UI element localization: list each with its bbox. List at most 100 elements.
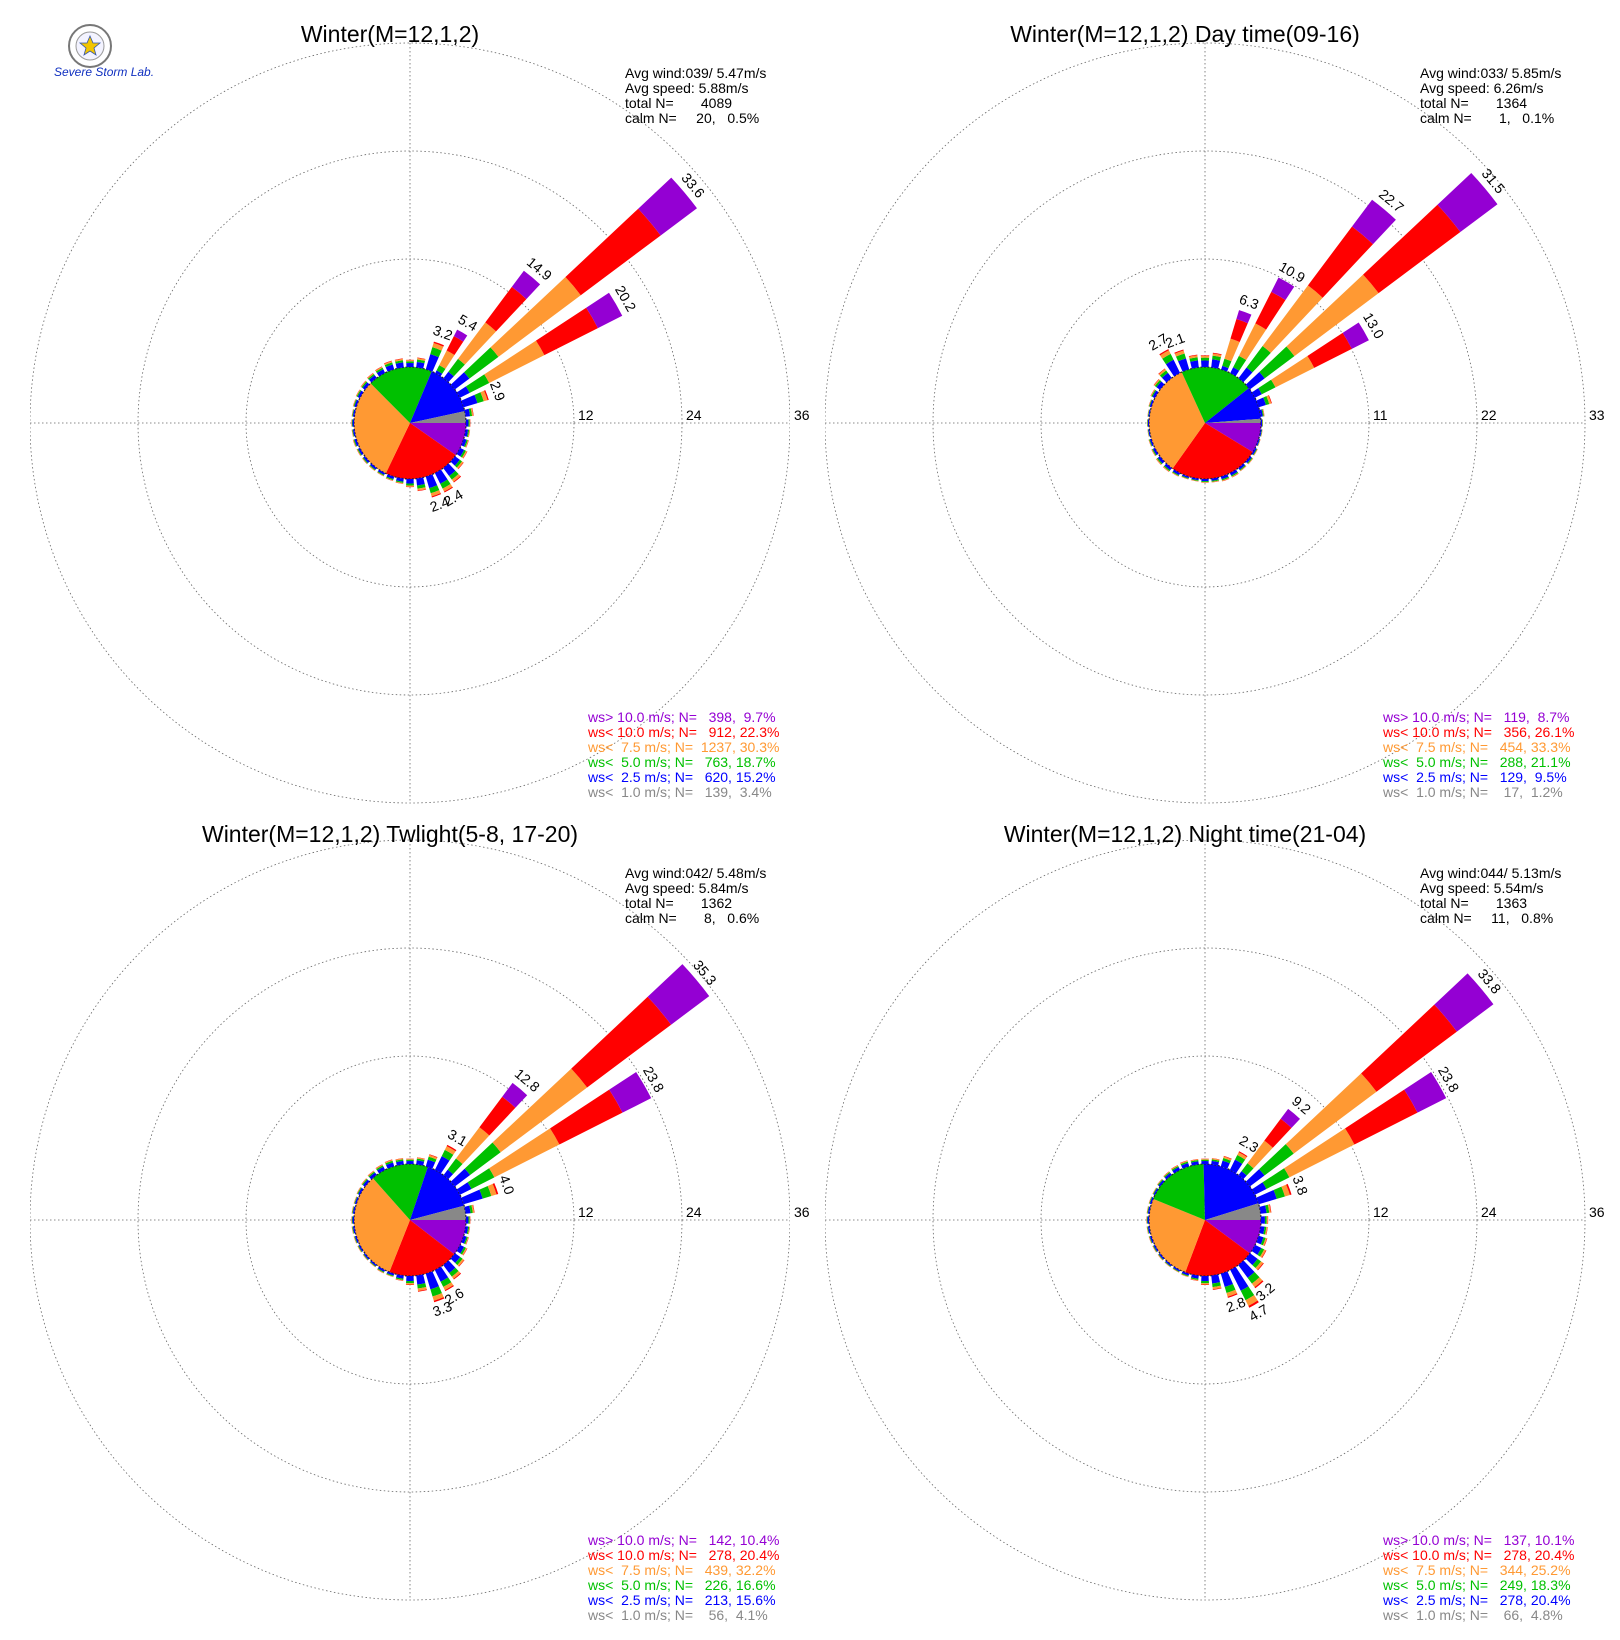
ring-label: 11: [1373, 407, 1388, 423]
direction-bar-segment: [461, 1235, 467, 1244]
pie-slice: [1205, 388, 1261, 423]
direction-bar-segment: [360, 380, 367, 388]
direction-bar-segment: [356, 390, 362, 397]
direction-bar-segment: [406, 1158, 414, 1160]
direction-bar-segment: [1171, 1165, 1179, 1171]
wind-rose-panel: 11 22 332.72.16.310.922.731.513.0Winter(M=…: [825, 21, 1605, 804]
direction-bar-segment: [1222, 358, 1232, 369]
direction-bar-segment: [571, 996, 672, 1088]
direction-bar-segment: [385, 1160, 394, 1166]
legend-entry: ws< 5.0 m/s; N= 226, 16.6%: [587, 1577, 776, 1593]
lab-logo-text: Severe Storm Lab.: [54, 65, 154, 79]
direction-bar-segment: [406, 1161, 414, 1165]
direction-bar-segment: [434, 1156, 450, 1174]
direction-bar-segment: [1181, 475, 1189, 479]
direction-bar-segment: [369, 464, 376, 471]
direction-bar-segment: [1247, 458, 1254, 465]
direction-bar-segment: [1147, 409, 1150, 417]
direction-bar-segment: [464, 1142, 501, 1176]
direction-bar-segment: [460, 1246, 466, 1255]
legend-entry: ws< 1.0 m/s; N= 66, 4.8%: [1382, 1607, 1563, 1623]
direction-bar-segment: [1361, 1004, 1457, 1092]
direction-bar-segment: [1158, 368, 1167, 376]
direction-bar-segment: [360, 380, 366, 387]
direction-bar-segment: [351, 1226, 354, 1234]
direction-bar-segment: [1200, 357, 1210, 361]
direction-bar-segment: [1238, 1171, 1247, 1180]
direction-bar-segment: [1251, 1244, 1262, 1255]
direction-bar-segment: [1221, 476, 1229, 481]
direction-bar-segment: [1148, 399, 1152, 407]
direction-bar-segment: [353, 439, 357, 447]
direction-bar-segment: [406, 485, 414, 487]
direction-bar-segment: [458, 322, 497, 365]
direction-bar-segment: [1264, 1238, 1268, 1247]
direction-bar-segment: [351, 429, 354, 437]
direction-bar-segment: [417, 484, 426, 489]
pie-slice: [372, 1164, 428, 1220]
pie-slice: [1181, 367, 1249, 423]
direction-bar-segment: [458, 1259, 465, 1267]
legend-entry: ws< 1.0 m/s; N= 56, 4.1%: [587, 1607, 768, 1623]
direction-bar-segment: [1158, 368, 1166, 375]
direction-bar-segment: [1201, 1275, 1209, 1281]
direction-bar-segment: [1227, 1293, 1238, 1298]
direction-bar-segment: [384, 1159, 393, 1164]
direction-bar-segment: [352, 439, 357, 447]
direction-bar-segment: [352, 409, 355, 417]
direction-bar-segment: [1152, 1187, 1157, 1195]
direction-bar-segment: [357, 1245, 363, 1253]
direction-bar-segment: [429, 1154, 438, 1158]
direction-bar-segment: [1259, 346, 1295, 379]
direction-bar-segment: [1261, 409, 1264, 417]
direction-bar-segment: [368, 466, 375, 471]
direction-bar-segment: [443, 463, 456, 477]
direction-bar-segment: [1149, 1235, 1154, 1244]
direction-bar-segment: [1191, 479, 1199, 482]
direction-bar-segment: [1146, 1216, 1148, 1224]
direction-bar-segment: [416, 477, 425, 486]
direction-bar-segment: [1146, 1226, 1149, 1234]
direction-bar-segment: [1240, 1286, 1255, 1301]
direction-bar-segment: [1363, 204, 1461, 294]
wind-rose-panel: 12 24 362.39.233.823.83.83.24.72.8Winter(M…: [825, 821, 1605, 1623]
direction-bar-segment: [416, 359, 426, 364]
direction-bar-segment: [1255, 291, 1286, 330]
direction-bar-segment: [367, 373, 374, 379]
direction-bar-segment: [1248, 458, 1254, 465]
direction-bar-segment: [363, 1253, 370, 1260]
direction-bar-segment: [1285, 1073, 1377, 1154]
direction-bar-segment: [385, 478, 393, 482]
direction-bar-segment: [1147, 409, 1150, 417]
direction-bar-segment: [1191, 480, 1199, 482]
pie-slice: [410, 423, 466, 456]
direction-bar-segment: [1263, 408, 1265, 417]
direction-bar-segment: [469, 419, 471, 427]
pie-slice: [1205, 418, 1261, 423]
direction-bar-segment: [465, 1216, 469, 1224]
direction-bar-segment: [425, 354, 439, 372]
direction-bar-segment: [417, 487, 426, 491]
direction-bar-segment: [1151, 389, 1157, 397]
direction-bar-segment: [1148, 439, 1152, 447]
direction-bar-segment: [450, 1168, 471, 1187]
direction-bar-segment: [353, 1236, 357, 1244]
direction-bar-segment: [1153, 1188, 1159, 1196]
direction-bar-segment: [1147, 429, 1150, 437]
stats-line: total N= 1363: [1420, 895, 1527, 911]
direction-bar-segment: [468, 1226, 471, 1235]
direction-bar-segment: [470, 408, 474, 417]
legend-entry: ws< 2.5 m/s; N= 129, 9.5%: [1382, 769, 1567, 785]
direction-bar-segment: [1280, 1108, 1301, 1128]
direction-bar-segment: [461, 438, 467, 447]
pie-slice: [354, 383, 410, 474]
direction-bar-segment: [455, 1127, 490, 1165]
direction-bar-segment: [369, 1261, 376, 1267]
direction-bar-segment: [1171, 472, 1179, 477]
direction-bar-segment: [1152, 1245, 1157, 1253]
direction-bar-segment: [468, 419, 470, 427]
direction-bar-segment: [1180, 1160, 1188, 1165]
direction-bar-segment: [1236, 310, 1252, 324]
direction-bar-segment: [362, 1254, 368, 1261]
direction-bar-segment: [1172, 469, 1181, 476]
